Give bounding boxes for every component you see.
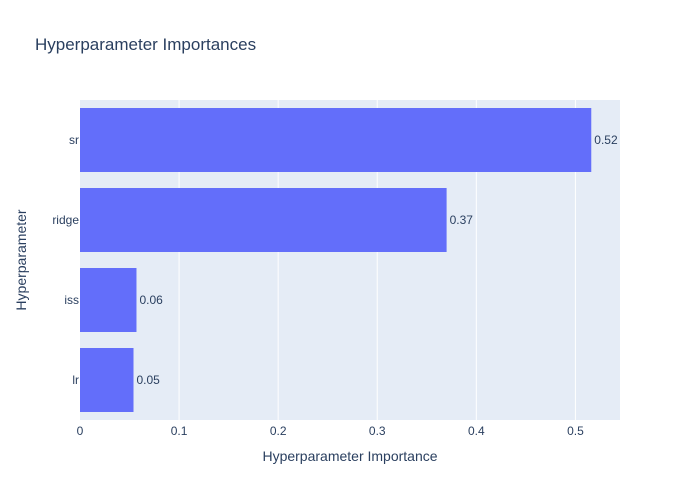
x-axis-ticks: 0 0.1 0.2 0.3 0.4 0.5 <box>77 424 584 438</box>
chart-title: Hyperparameter Importances <box>35 35 256 54</box>
bars: 0.05 0.06 0.37 0.52 <box>80 108 618 412</box>
x-tick-label: 0.4 <box>468 424 485 438</box>
x-tick-label: 0.1 <box>171 424 188 438</box>
bar-value-label: 0.37 <box>450 213 474 227</box>
x-tick-label: 0.5 <box>567 424 584 438</box>
x-tick-label: 0 <box>77 424 84 438</box>
y-axis-title: Hyperparameter <box>13 209 29 310</box>
bar-value-label: 0.05 <box>137 373 161 387</box>
bar-value-label: 0.52 <box>594 133 618 147</box>
x-axis-title: Hyperparameter Importance <box>262 448 437 464</box>
y-tick-label: lr <box>72 373 79 387</box>
y-tick-label: iss <box>64 293 79 307</box>
bar-lr <box>80 348 134 412</box>
bar-iss <box>80 268 137 332</box>
bar-value-label: 0.06 <box>139 293 163 307</box>
y-tick-label: ridge <box>52 213 79 227</box>
bar-ridge <box>80 188 447 252</box>
y-tick-label: sr <box>69 133 79 147</box>
x-tick-label: 0.3 <box>369 424 386 438</box>
y-axis-ticks: lr iss ridge sr <box>52 133 79 387</box>
bar-sr <box>80 108 592 172</box>
x-tick-label: 0.2 <box>270 424 287 438</box>
